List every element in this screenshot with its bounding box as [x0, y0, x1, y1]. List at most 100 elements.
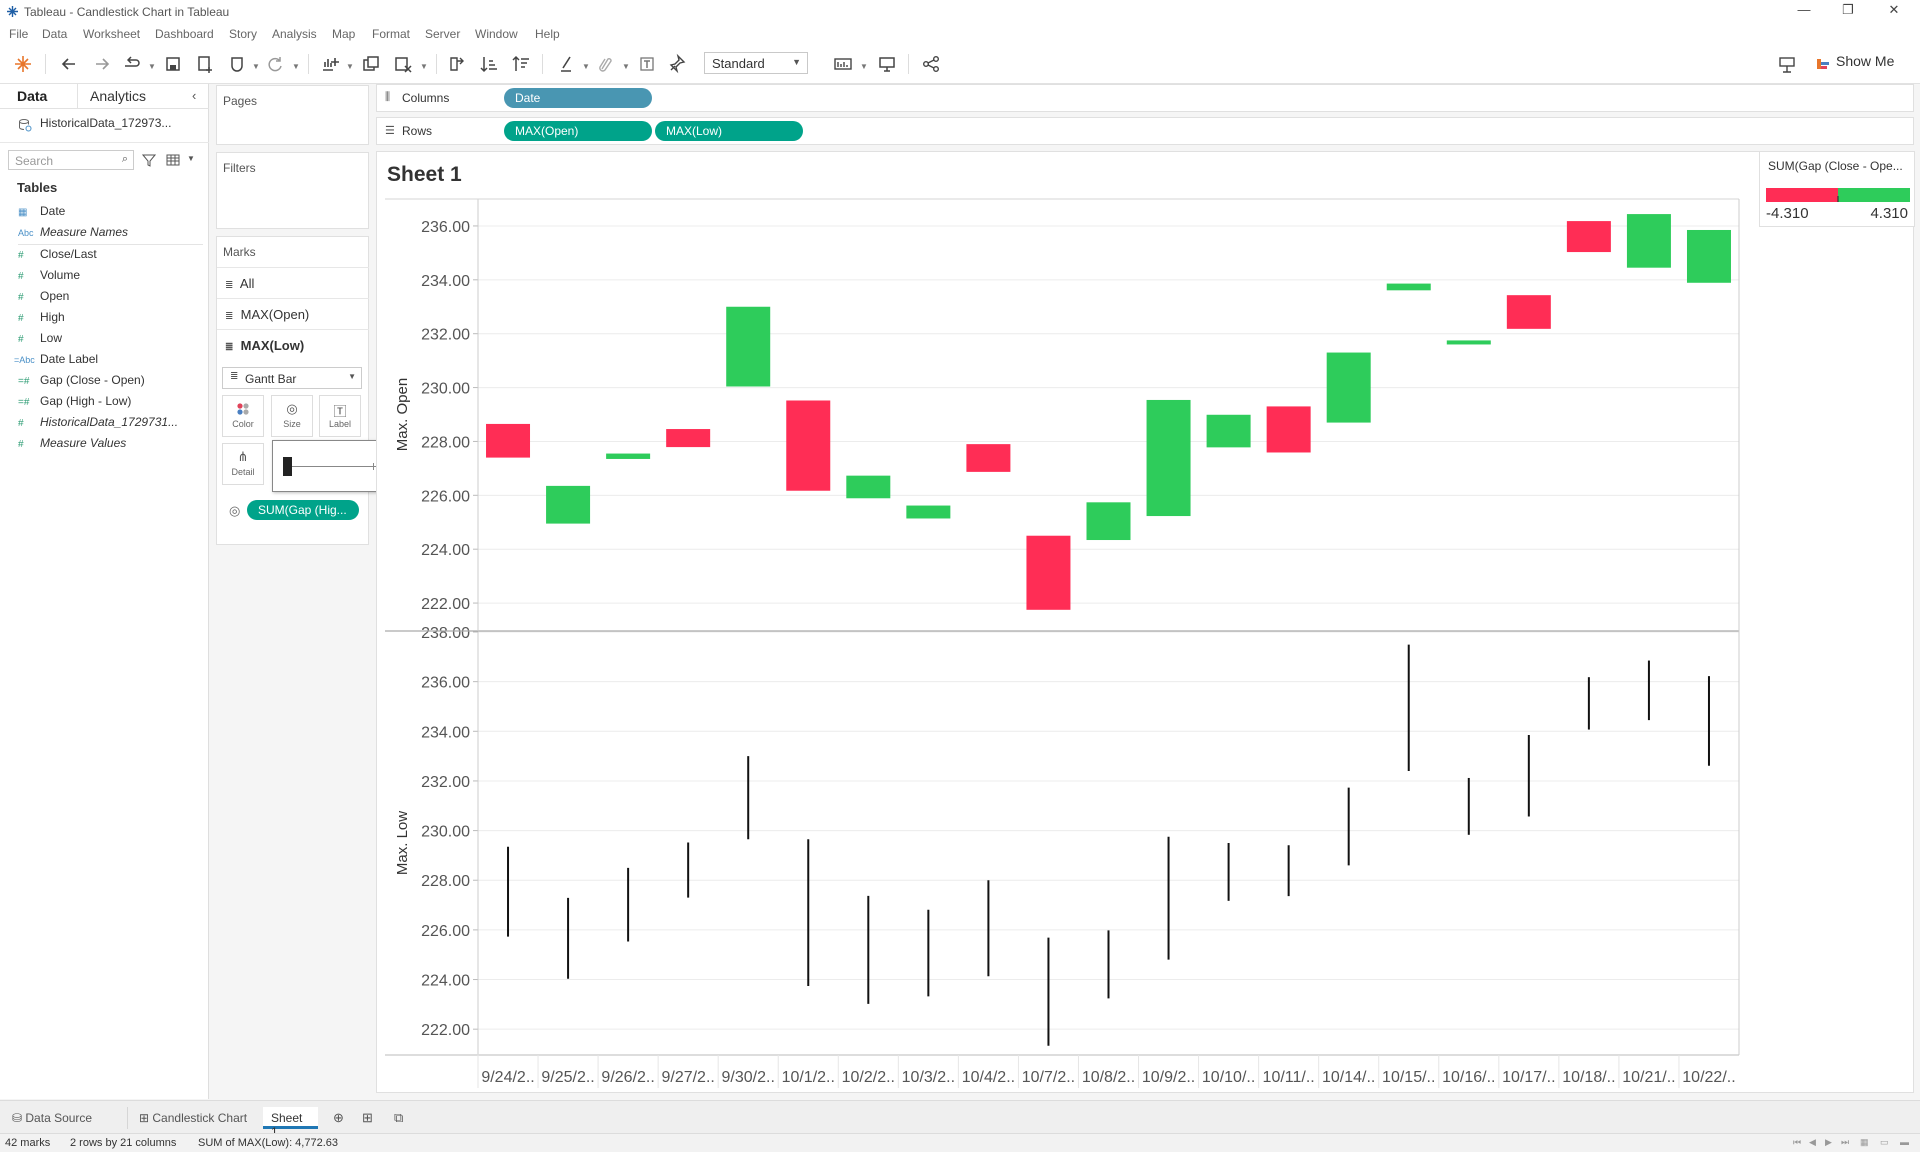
chevron-down-icon[interactable]: ▼ [252, 62, 260, 71]
save-icon[interactable] [162, 53, 184, 75]
tabs-view-icon[interactable]: ▬ [1900, 1137, 1909, 1147]
color-legend[interactable]: SUM(Gap (Close - Ope... -4.310 4.310 [1759, 151, 1915, 227]
menu-server[interactable]: Server [425, 27, 461, 41]
size-slider-handle[interactable] [283, 457, 292, 476]
field-date[interactable]: ▦ Date [18, 204, 66, 218]
menu-story[interactable]: Story [229, 27, 258, 41]
filter-icon[interactable] [142, 153, 156, 167]
menu-help[interactable]: Help [535, 27, 560, 41]
next-sheet-icon[interactable]: ▶ [1825, 1137, 1832, 1147]
replay-icon[interactable] [121, 53, 143, 75]
chevron-down-icon[interactable]: ▼ [622, 62, 630, 71]
redo-icon[interactable] [91, 53, 113, 75]
tab-data-source[interactable]: ⛁ Data Source [4, 1107, 128, 1129]
field-measure-values[interactable]: # Measure Values [18, 436, 127, 450]
presentation-easel-icon[interactable] [1776, 53, 1798, 75]
tab-sheet-1[interactable]: Sheet 1 [263, 1107, 318, 1139]
menu-data[interactable]: Data [42, 27, 68, 41]
filters-card[interactable]: Filters [216, 152, 369, 229]
show-cards-icon[interactable] [832, 53, 854, 75]
undo-icon[interactable] [58, 53, 80, 75]
filmstrip-icon[interactable]: ▭ [1880, 1137, 1889, 1147]
search-input[interactable]: Search ⌕ [8, 150, 134, 170]
duplicate-sheet-icon[interactable] [360, 53, 382, 75]
view-grid-icon[interactable] [166, 154, 180, 166]
tab-data-bg [0, 84, 78, 108]
max-open-pill[interactable]: MAX(Open) [504, 121, 652, 141]
show-me-button[interactable]: Show Me [1836, 53, 1895, 69]
field-gap-high-low[interactable]: =# Gap (High - Low) [18, 394, 132, 408]
group-members-icon[interactable] [594, 53, 616, 75]
new-dashboard-tab-icon[interactable]: ⊞ [362, 1110, 373, 1125]
previous-sheet-icon[interactable]: ◀ [1809, 1137, 1816, 1147]
toolbar: ▼ ▼ ▼ ▼ ▼ [0, 44, 1920, 84]
detail-button[interactable]: ⋔ Detail [222, 443, 264, 485]
menu-map[interactable]: Map [332, 27, 356, 41]
chevron-down-icon[interactable]: ▼ [148, 62, 156, 71]
columns-shelf[interactable]: ⫼ Columns Date [376, 84, 1914, 112]
swap-rows-columns-icon[interactable] [446, 53, 468, 75]
tab-candlestick-chart[interactable]: ⊞ Candlestick Chart [139, 1111, 248, 1125]
date-pill[interactable]: Date [504, 88, 652, 108]
menu-analysis[interactable]: Analysis [272, 27, 317, 41]
chevron-down-icon[interactable]: ▼ [346, 62, 354, 71]
refresh-icon[interactable] [264, 53, 286, 75]
marks-row-max-open[interactable]: ≣ MAX(Open) [217, 298, 369, 329]
field-volume[interactable]: # Volume [18, 268, 81, 282]
chevron-down-icon[interactable]: ▼ [582, 62, 590, 71]
field-record-count[interactable]: # HistoricalData_1729731... [18, 415, 179, 429]
fix-axes-icon[interactable] [666, 53, 688, 75]
highlight-icon[interactable] [556, 53, 578, 75]
field-open[interactable]: # Open [18, 289, 70, 303]
marks-row-max-low[interactable]: ≣ MAX(Low) [217, 329, 369, 360]
max-low-pill[interactable]: MAX(Low) [655, 121, 803, 141]
menu-window[interactable]: Window [475, 27, 518, 41]
clear-sheet-icon[interactable] [392, 53, 414, 75]
chevron-down-icon[interactable]: ▼ [420, 62, 428, 71]
chevron-down-icon[interactable]: ▼ [860, 62, 868, 71]
chevron-down-icon[interactable]: ▼ [292, 62, 300, 71]
field-date-label[interactable]: =Abc Date Label [14, 352, 99, 366]
last-sheet-icon[interactable]: ⏭ [1841, 1137, 1850, 1147]
field-gap-close-open[interactable]: =# Gap (Close - Open) [18, 373, 145, 387]
minimize-button[interactable]: — [1797, 2, 1811, 17]
tab-data[interactable]: Data [17, 88, 48, 104]
fit-dropdown[interactable]: Standard ▼ [704, 52, 808, 74]
menu-format[interactable]: Format [372, 27, 411, 41]
new-story-tab-icon[interactable]: ⧉ [394, 1110, 404, 1125]
show-me-icon[interactable] [1812, 53, 1829, 75]
menu-file[interactable]: File [9, 27, 29, 41]
restore-button[interactable]: ❐ [1842, 2, 1854, 17]
field-measure-names[interactable]: Abc Measure Names [18, 225, 129, 239]
collapse-pane-icon[interactable]: ‹ [192, 88, 197, 103]
close-button[interactable]: ✕ [1888, 2, 1900, 17]
pause-updates-icon[interactable] [226, 53, 248, 75]
tab-analytics[interactable]: Analytics [90, 88, 147, 104]
field-close-last[interactable]: # Close/Last [18, 247, 97, 261]
field-low[interactable]: # Low [18, 331, 63, 345]
rows-shelf[interactable]: ☰ Rows MAX(Open) MAX(Low) [376, 117, 1914, 145]
share-icon[interactable] [920, 53, 942, 75]
color-button[interactable]: Color [222, 395, 264, 437]
menu-dashboard[interactable]: Dashboard [155, 27, 214, 41]
size-pill[interactable]: SUM(Gap (Hig... [247, 500, 359, 520]
sort-ascending-icon[interactable] [478, 53, 500, 75]
marks-row-all[interactable]: ≣ All [217, 267, 369, 298]
tableau-home-icon[interactable] [12, 53, 34, 75]
mark-type-dropdown[interactable]: ≣ Gantt Bar ▼ [222, 367, 362, 389]
new-worksheet-icon[interactable] [319, 53, 341, 75]
label-button[interactable]: 🅃 Label [319, 395, 361, 437]
chevron-down-icon[interactable]: ▼ [187, 154, 195, 163]
size-button[interactable]: ◎ Size [271, 395, 313, 437]
first-sheet-icon[interactable]: ⏮ [1793, 1137, 1802, 1147]
new-data-source-icon[interactable] [194, 53, 216, 75]
sort-descending-icon[interactable] [510, 53, 532, 75]
show-mark-labels-icon[interactable] [636, 53, 658, 75]
sheet-sorter-icon[interactable]: ▦ [1860, 1137, 1869, 1147]
pages-card[interactable]: Pages [216, 85, 369, 145]
presentation-mode-icon[interactable] [876, 53, 898, 75]
field-high[interactable]: # High [18, 310, 65, 324]
menu-worksheet[interactable]: Worksheet [83, 27, 141, 41]
new-worksheet-tab-icon[interactable]: ⊕ [333, 1110, 344, 1125]
data-source-name[interactable]: HistoricalData_172973... [40, 116, 172, 130]
